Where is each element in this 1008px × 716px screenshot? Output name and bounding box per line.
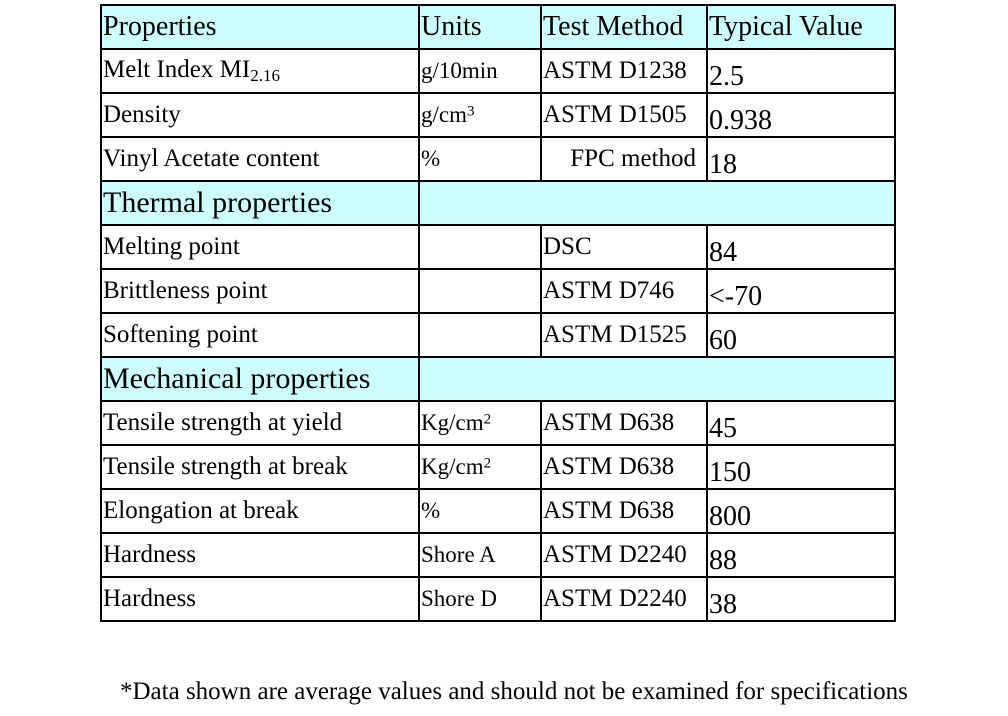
header-units: Units [418, 4, 542, 50]
value-cell: 84 [706, 224, 896, 270]
method-cell: ASTM D638 [540, 400, 708, 446]
unit-cell [418, 312, 542, 358]
value-cell: 18 [706, 136, 896, 182]
property-cell: Tensile strength at break [100, 444, 420, 490]
property-cell: Density [100, 92, 420, 138]
table-row: Elongation at break % ASTM D638 800 [100, 488, 896, 534]
value-cell: 38 [706, 576, 896, 622]
unit-cell: % [418, 488, 542, 534]
table-row: Tensile strength at break Kg/cm2 ASTM D6… [100, 444, 896, 490]
unit-superscript: 3 [467, 103, 475, 120]
table-row: Hardness Shore A ASTM D2240 88 [100, 532, 896, 578]
method-cell: ASTM D638 [540, 488, 708, 534]
value-cell: 0.938 [706, 92, 896, 138]
unit-cell: Shore D [418, 576, 542, 622]
table-row: Melting point DSC 84 [100, 224, 896, 270]
unit-cell [418, 268, 542, 314]
property-cell: Brittleness point [100, 268, 420, 314]
table-row: Density g/cm3 ASTM D1505 0.938 [100, 92, 896, 138]
section-filler [418, 356, 896, 402]
header-test-method: Test Method [540, 4, 708, 50]
section-title-thermal: Thermal properties [100, 180, 420, 226]
table-row: Vinyl Acetate content % FPC method 18 [100, 136, 896, 182]
unit-cell: g/cm3 [418, 92, 542, 138]
unit-superscript: 2 [483, 411, 492, 428]
section-filler [418, 180, 896, 226]
method-cell: DSC [540, 224, 708, 270]
header-properties: Properties [100, 4, 420, 50]
unit-cell: g/10min [418, 48, 542, 94]
property-cell: Softening point [100, 312, 420, 358]
section-title-mechanical: Mechanical properties [100, 356, 420, 402]
value-cell: 150 [706, 444, 896, 490]
property-subscript: 2.16 [250, 66, 280, 86]
method-cell: ASTM D1238 [540, 48, 708, 94]
method-cell: ASTM D2240 [540, 532, 708, 578]
method-cell: FPC method [540, 136, 708, 182]
property-cell: Hardness [100, 532, 420, 578]
value-cell: 88 [706, 532, 896, 578]
property-cell: Melting point [100, 224, 420, 270]
unit-superscript: 2 [483, 455, 492, 472]
section-row-mechanical: Mechanical properties [100, 356, 896, 402]
table-row: Hardness Shore D ASTM D2240 38 [100, 576, 896, 622]
properties-table: Properties Units Test Method Typical Val… [100, 4, 896, 622]
footnote: *Data shown are average values and shoul… [120, 678, 908, 705]
table-row: Melt Index MI2.16 g/10min ASTM D1238 2.5 [100, 48, 896, 94]
method-cell: ASTM D638 [540, 444, 708, 490]
unit-cell [418, 224, 542, 270]
property-cell: Melt Index MI2.16 [100, 48, 420, 94]
table-header-row: Properties Units Test Method Typical Val… [100, 4, 896, 50]
table-row: Brittleness point ASTM D746 <-70 [100, 268, 896, 314]
header-typical-value: Typical Value [706, 4, 896, 50]
section-row-thermal: Thermal properties [100, 180, 896, 226]
value-cell: 45 [706, 400, 896, 446]
method-cell: ASTM D1525 [540, 312, 708, 358]
value-cell: 2.5 [706, 48, 896, 94]
unit-cell: % [418, 136, 542, 182]
table-row: Softening point ASTM D1525 60 [100, 312, 896, 358]
method-cell: ASTM D1505 [540, 92, 708, 138]
unit-cell: Kg/cm2 [418, 400, 542, 446]
method-cell: ASTM D2240 [540, 576, 708, 622]
value-cell: 800 [706, 488, 896, 534]
table-row: Tensile strength at yield Kg/cm2 ASTM D6… [100, 400, 896, 446]
method-cell: ASTM D746 [540, 268, 708, 314]
unit-cell: Shore A [418, 532, 542, 578]
property-cell: Vinyl Acetate content [100, 136, 420, 182]
unit-cell: Kg/cm2 [418, 444, 542, 490]
value-cell: <-70 [706, 268, 896, 314]
property-cell: Hardness [100, 576, 420, 622]
property-cell: Elongation at break [100, 488, 420, 534]
value-cell: 60 [706, 312, 896, 358]
property-cell: Tensile strength at yield [100, 400, 420, 446]
